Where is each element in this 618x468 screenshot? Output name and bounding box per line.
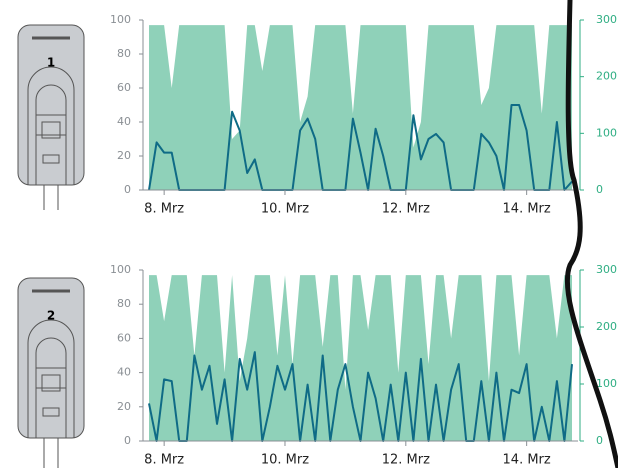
y-tick-label: 60 [117,331,131,344]
y2-tick-label: 300 [596,263,617,276]
x-tick-label: 10. Mrz [261,453,309,468]
y2-tick-label: 0 [596,183,603,196]
sensor-number: 1 [47,56,55,70]
x-tick-label: 8. Mrz [144,453,184,468]
area [149,25,572,190]
y2-tick-label: 300 [596,13,617,26]
x-tick-label: 12. Mrz [382,202,430,217]
y2-tick-label: 100 [596,126,617,139]
y-tick-label: 20 [117,149,131,162]
y-tick-label: 0 [124,434,131,447]
y-tick-label: 20 [117,400,131,413]
cable [564,0,618,468]
area [149,275,572,441]
y2-tick-label: 0 [596,434,603,447]
x-tick-label: 12. Mrz [382,453,430,468]
sensor-icon [17,277,85,468]
y-tick-label: 100 [110,13,131,26]
y2-tick-label: 200 [596,70,617,83]
y2-tick-label: 100 [596,377,617,390]
y-tick-label: 40 [117,115,131,128]
x-tick-label: 8. Mrz [144,202,184,217]
y-tick-label: 40 [117,366,131,379]
sensor-icon [17,24,85,210]
x-tick-label: 14. Mrz [503,202,551,217]
y-tick-label: 100 [110,263,131,276]
y-tick-label: 80 [117,47,131,60]
y-tick-label: 60 [117,81,131,94]
y-tick-label: 80 [117,297,131,310]
x-tick-label: 10. Mrz [261,202,309,217]
y2-tick-label: 200 [596,320,617,333]
x-tick-label: 14. Mrz [503,453,551,468]
sensor-number: 2 [47,309,55,323]
y-tick-label: 0 [124,183,131,196]
